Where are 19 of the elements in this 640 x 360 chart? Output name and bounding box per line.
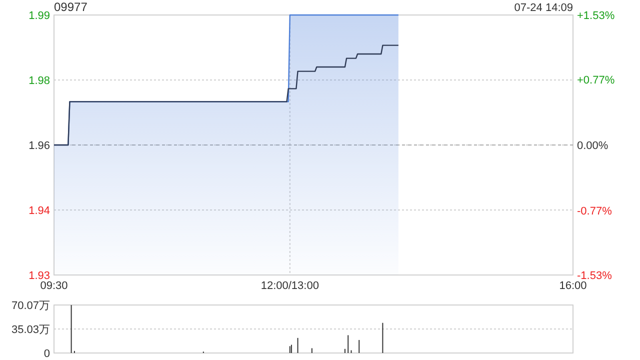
y-tick-label: 1.93	[28, 270, 50, 282]
y2-tick-label: 0.00%	[577, 140, 608, 152]
y-tick-label: 70.07万	[11, 300, 50, 312]
y-tick-label: 1.99	[28, 10, 50, 22]
x-tick-label: 12:00/13:00	[260, 280, 319, 292]
text: 07-24 14:09	[514, 2, 573, 14]
y2-tick-label: +0.77%	[577, 74, 615, 87]
y-tick-label: 1.98	[28, 75, 50, 87]
x-tick-label: 09:30	[40, 280, 68, 292]
y-tick-label: 0	[44, 348, 50, 360]
y-tick-label: 1.94	[28, 205, 50, 217]
x-tick-label: 16:00	[559, 280, 587, 292]
y-tick-label: 1.96	[28, 140, 50, 152]
chart-title: 09977	[54, 0, 88, 14]
y2-tick-label: -0.77%	[577, 205, 612, 218]
line-series	[53, 44, 400, 146]
y2-tick-label: +1.53%	[577, 10, 615, 22]
y2-tick-label: -1.53%	[577, 270, 612, 282]
y-tick-label: 35.03万	[11, 324, 50, 336]
